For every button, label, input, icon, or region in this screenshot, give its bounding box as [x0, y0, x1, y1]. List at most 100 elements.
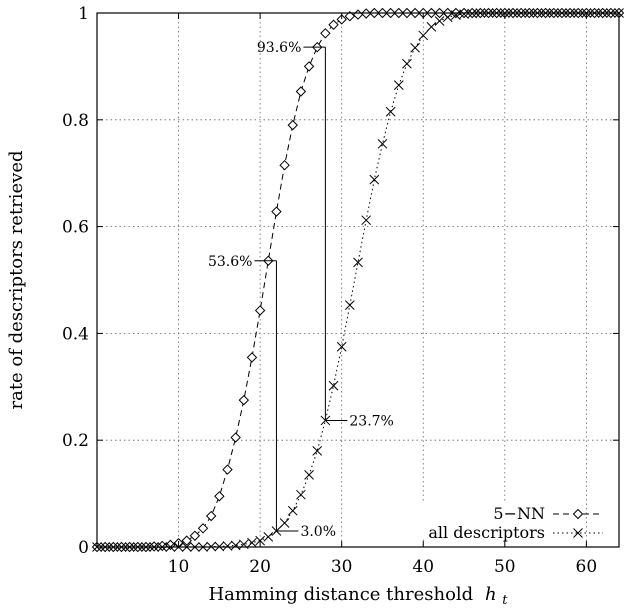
series-0-point: [344, 10, 356, 22]
series-1-point: [255, 535, 265, 546]
series-lines: [97, 12, 619, 548]
series-1-point: [361, 215, 372, 226]
series-1-point: [353, 257, 363, 268]
series-0-point: [279, 159, 290, 171]
series-1-point: [312, 446, 323, 456]
y-tick-label: 1: [78, 4, 89, 24]
series-1-point: [263, 532, 274, 542]
series-1-point: [426, 22, 437, 32]
series-1-point-stroke: [312, 446, 323, 456]
series-points: [91, 7, 625, 553]
legend-label-1: all descriptors: [428, 523, 545, 542]
series-1-point: [393, 80, 404, 90]
legend-marker-0: [572, 508, 584, 520]
annotations: 93.6% 53.6% 23.7% 3.0%: [208, 40, 394, 540]
annotation-label: 93.6%: [257, 40, 301, 56]
plot-frame: [96, 12, 620, 548]
grid: [97, 13, 619, 547]
annotation-label: 23.7%: [349, 413, 393, 429]
series-1-point: [287, 505, 298, 516]
series-1-point-stroke: [279, 518, 290, 528]
series-0-point: [254, 305, 266, 316]
series-0-point: [352, 9, 364, 20]
series-1-point: [247, 537, 257, 548]
series-1-point-stroke: [410, 42, 420, 53]
annotation-label: 3.0%: [300, 524, 336, 540]
series-0-point: [238, 394, 250, 406]
series-1-point: [377, 138, 388, 149]
y-tick-label: 0.4: [62, 324, 89, 344]
series-0-point: [189, 530, 201, 541]
series-0-point: [157, 540, 168, 552]
y-axis-label: rate of descriptors retrieved: [6, 150, 27, 409]
series-1-point-stroke: [377, 138, 388, 149]
series-1-point: [418, 30, 429, 41]
series-0-point: [303, 61, 315, 72]
vertical-marker-lines: [275, 47, 326, 531]
series-1-point: [410, 42, 420, 53]
series-1-point: [344, 300, 355, 310]
series-1-point: [222, 541, 233, 551]
annotation-label: 53.6%: [208, 254, 252, 270]
series-1-point: [279, 518, 290, 528]
x-tick-label: 60: [576, 557, 598, 577]
series-1-point-stroke: [418, 30, 429, 41]
series-1-point: [442, 12, 453, 23]
series-0-point: [165, 539, 176, 551]
legend-label-0: 5−NN: [493, 504, 545, 523]
legend-marker-1: [573, 528, 583, 538]
series-1-point: [369, 174, 380, 185]
series-1-point-stroke: [361, 215, 372, 226]
x-axis-label: Hamming distance threshold h t: [208, 584, 508, 608]
series-0-point: [214, 491, 225, 502]
series-1-point-stroke: [426, 22, 437, 32]
series-0-point: [320, 28, 331, 39]
series-1-point-stroke: [402, 58, 412, 69]
legend-backdrop: [422, 502, 574, 520]
series-1-point: [434, 16, 445, 26]
axis-ticks: 10 20 30 40 50 60 0 0.2 0.4 0.6 0.8 1: [62, 4, 619, 577]
series-1-point-stroke: [296, 489, 306, 500]
x-tick-label: 40: [412, 557, 434, 577]
series-1-point: [336, 341, 347, 352]
series-0-point: [336, 14, 347, 25]
x-tick-label: 10: [168, 557, 190, 577]
series-1-point-stroke: [442, 12, 453, 23]
series-1-point-stroke: [287, 505, 298, 516]
series-1-point-stroke: [434, 16, 445, 26]
y-tick-label: 0.8: [62, 111, 89, 131]
series-1-point-stroke: [222, 541, 233, 551]
x-axis-label-text: Hamming distance threshold: [208, 584, 473, 605]
series-1-point-stroke: [304, 470, 314, 480]
series-1-point-stroke: [385, 106, 396, 117]
x-tick-label: 50: [494, 557, 516, 577]
legend-backdrop: [422, 521, 574, 539]
series-1-point-stroke: [344, 300, 355, 310]
series-1-point-stroke: [336, 341, 347, 352]
y-tick-label: 0.6: [62, 218, 89, 238]
series-0-point: [197, 523, 209, 534]
series-1-point: [459, 9, 469, 19]
series-1-point-stroke: [451, 10, 461, 20]
series-1-point-stroke: [459, 9, 469, 19]
series-0-point: [271, 206, 282, 217]
series-line-0: [97, 12, 619, 548]
series-1-point-stroke: [353, 257, 363, 268]
series-1-point: [328, 380, 339, 391]
x-tick-label: 30: [331, 557, 353, 577]
y-tick-label: 0.2: [62, 431, 89, 451]
series-1-point-stroke: [230, 540, 241, 551]
series-line-1: [97, 12, 619, 548]
series-1-point-stroke: [263, 532, 274, 542]
series-0-point: [205, 510, 217, 522]
series-1-point: [451, 10, 461, 20]
series-1-point-stroke: [393, 80, 404, 90]
x-axis-label-symbol: h: [485, 584, 497, 605]
series-0-point: [287, 119, 298, 131]
series-1-point: [402, 58, 412, 69]
series-1-point-stroke: [247, 537, 257, 548]
series-1-point: [304, 470, 314, 480]
series-1-point-stroke: [255, 535, 265, 546]
series-0-point: [230, 432, 241, 443]
